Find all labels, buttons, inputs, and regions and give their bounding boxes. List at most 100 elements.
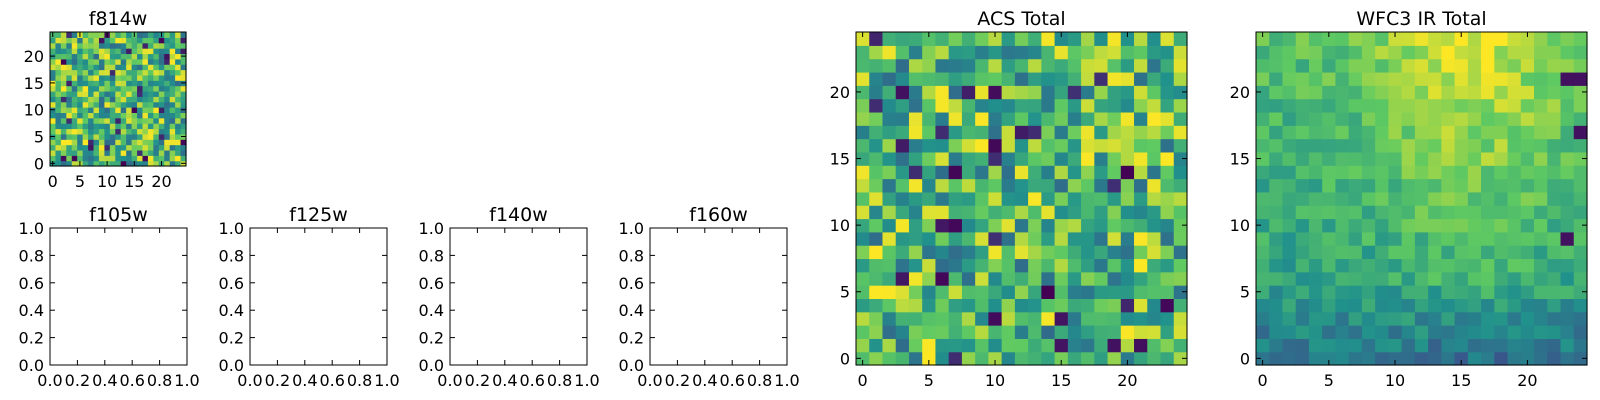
heatmap-cell bbox=[1081, 258, 1095, 273]
heatmap-cell bbox=[1160, 325, 1175, 339]
heatmap-cell bbox=[1428, 151, 1442, 166]
x-tick-label: 10 bbox=[985, 371, 1005, 390]
heatmap-cell bbox=[1256, 85, 1270, 100]
heatmap-cell bbox=[175, 123, 182, 130]
heatmap-cell bbox=[77, 117, 84, 124]
heatmap-cell bbox=[93, 139, 100, 146]
heatmap-cell bbox=[1560, 45, 1575, 60]
x-tick-label: 10 bbox=[97, 172, 117, 191]
heatmap-cell bbox=[1481, 178, 1495, 193]
heatmap-cell bbox=[77, 69, 84, 76]
heatmap-cell bbox=[1067, 231, 1082, 246]
heatmap-cell bbox=[93, 128, 100, 135]
heatmap-cell bbox=[164, 96, 171, 103]
heatmap-cell bbox=[1375, 32, 1389, 46]
heatmap-cell bbox=[1401, 125, 1416, 140]
heatmap-cell bbox=[98, 48, 105, 55]
heatmap-cell bbox=[115, 53, 122, 60]
heatmap-cell bbox=[1401, 85, 1416, 100]
heatmap-cell bbox=[71, 107, 78, 113]
heatmap-cell bbox=[935, 178, 950, 193]
heatmap-cell bbox=[975, 325, 989, 339]
heatmap-cell bbox=[98, 155, 105, 162]
heatmap-cell bbox=[1014, 338, 1029, 353]
heatmap-cell bbox=[1067, 285, 1082, 299]
heatmap-cell bbox=[164, 58, 171, 65]
heatmap-cell bbox=[908, 271, 923, 286]
heatmap-cell bbox=[88, 90, 95, 97]
heatmap-cell bbox=[1361, 58, 1376, 73]
heatmap-cell bbox=[115, 160, 122, 167]
heatmap-cell bbox=[147, 42, 154, 49]
heatmap-cell bbox=[158, 139, 165, 146]
heatmap-cell bbox=[153, 74, 160, 81]
heatmap-cell bbox=[1388, 165, 1403, 180]
heatmap-cell bbox=[1414, 32, 1429, 46]
heatmap-cell bbox=[55, 123, 62, 130]
heatmap-cell bbox=[88, 112, 95, 119]
x-tick-label: 5 bbox=[75, 172, 85, 191]
heatmap-cell bbox=[1107, 325, 1122, 339]
heatmap-cell bbox=[55, 69, 62, 76]
heatmap-cell bbox=[869, 138, 884, 153]
heatmap-cell bbox=[98, 37, 105, 44]
heatmap-cell bbox=[1560, 98, 1575, 113]
heatmap-cell bbox=[137, 96, 144, 103]
y-tick-label: 0.2 bbox=[219, 329, 244, 348]
heatmap-cell bbox=[98, 85, 105, 92]
heatmap-cell bbox=[935, 218, 950, 233]
heatmap-cell bbox=[109, 133, 116, 140]
heatmap-cell bbox=[147, 149, 154, 156]
heatmap-cell bbox=[1335, 271, 1350, 286]
heatmap-cell bbox=[71, 80, 78, 87]
heatmap-cell bbox=[50, 96, 57, 103]
heatmap-cell bbox=[142, 155, 149, 162]
heatmap-cell bbox=[1081, 111, 1095, 126]
heatmap-cell bbox=[131, 117, 138, 124]
heatmap-cell bbox=[120, 53, 127, 60]
heatmap-cell bbox=[1534, 111, 1548, 126]
heatmap-cell bbox=[1520, 231, 1535, 246]
heatmap-cell bbox=[1547, 218, 1562, 233]
heatmap-cell bbox=[109, 85, 116, 92]
heatmap-cell bbox=[1014, 58, 1029, 73]
heatmap-cell bbox=[895, 311, 910, 326]
heatmap-cell bbox=[109, 37, 116, 44]
heatmap-cell bbox=[82, 58, 89, 65]
heatmap-cell bbox=[1414, 151, 1429, 166]
heatmap-cell bbox=[1428, 165, 1442, 180]
heatmap-cell bbox=[1256, 58, 1270, 73]
heatmap-cell bbox=[153, 69, 160, 76]
heatmap-cell bbox=[180, 144, 187, 151]
heatmap-cell bbox=[120, 117, 127, 124]
heatmap-cell bbox=[882, 165, 897, 180]
heatmap-cell bbox=[1467, 285, 1482, 299]
heatmap-cell bbox=[1054, 271, 1069, 286]
heatmap-cell bbox=[1534, 191, 1548, 206]
heatmap-cell bbox=[1388, 151, 1403, 166]
heatmap-cell bbox=[869, 258, 884, 273]
heatmap-cell bbox=[1014, 125, 1029, 140]
heatmap-cell bbox=[180, 123, 187, 130]
x-tick-label: 15 bbox=[1051, 371, 1071, 390]
heatmap-cell bbox=[1120, 311, 1135, 326]
x-tick-label: 0.6 bbox=[719, 371, 744, 390]
heatmap-cell bbox=[1573, 311, 1588, 326]
heatmap-cell bbox=[1054, 165, 1069, 180]
heatmap-cell bbox=[1335, 151, 1350, 166]
heatmap-cell bbox=[175, 112, 182, 119]
y-tick-label: 1.0 bbox=[419, 219, 444, 238]
heatmap-cell bbox=[88, 80, 95, 87]
heatmap-cell bbox=[175, 133, 182, 140]
heatmap-cell bbox=[1282, 258, 1297, 273]
heatmap-cell bbox=[856, 45, 870, 60]
heatmap-cell bbox=[1028, 111, 1042, 126]
heatmap-cell bbox=[948, 218, 963, 233]
heatmap-cell bbox=[1388, 311, 1403, 326]
heatmap-cell bbox=[120, 74, 127, 81]
heatmap-cell bbox=[71, 48, 78, 55]
heatmap-cell bbox=[1041, 32, 1056, 46]
heatmap-cell bbox=[1428, 231, 1442, 246]
heatmap-cell bbox=[137, 37, 144, 44]
